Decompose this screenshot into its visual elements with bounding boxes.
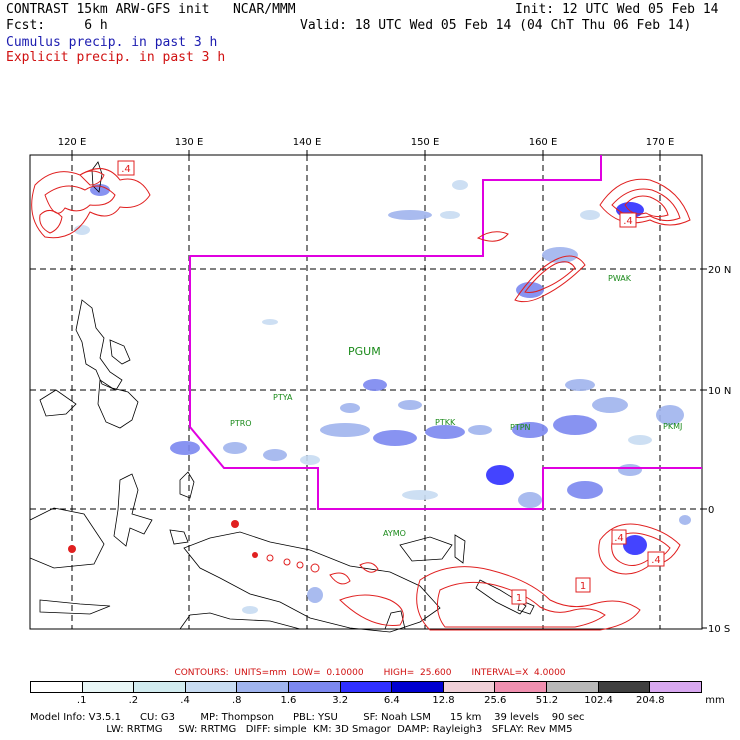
- precip-colorbar: [30, 681, 702, 693]
- colorbar-swatch: [289, 682, 341, 692]
- lat-label-10n: 10 N: [708, 386, 731, 397]
- station-ptpn: PTPN: [510, 423, 531, 432]
- colorbar-tick-label: .4: [180, 695, 190, 706]
- colorbar-swatch: [392, 682, 444, 692]
- contour-value-boxes: .4 .4 .4 1 1 .4: [117, 160, 665, 605]
- explicit-precip-dots: [68, 520, 258, 558]
- map-frame: [29, 154, 703, 630]
- colorbar-tick-label: 6.4: [383, 695, 400, 706]
- fir-boundary: [190, 155, 602, 257]
- forecast-hour: Fcst: 6 h: [6, 18, 108, 33]
- colorbar-tick-label: .1: [76, 695, 87, 706]
- colorbar-swatch: [31, 682, 83, 692]
- colorbar-tick-label: .2: [128, 695, 139, 706]
- lon-label-140: 140 E: [293, 137, 322, 148]
- cumulus-precip-label: Cumulus precip. in past 3 h: [6, 35, 218, 50]
- colorbar-swatch: [547, 682, 599, 692]
- explicit-precip-label: Explicit precip. in past 3 h: [6, 50, 226, 65]
- colorbar-swatch: [185, 682, 238, 692]
- lat-label-0: 0: [708, 505, 714, 516]
- lon-label-130: 130 E: [175, 137, 204, 148]
- contours-info: CONTOURS: UNITS=mm LOW= 0.10000 HIGH= 25…: [174, 668, 566, 678]
- lat-label-20n: 20 N: [708, 265, 731, 276]
- lon-label-170: 170 E: [646, 137, 675, 148]
- station-ptkk: PTKK: [435, 418, 456, 427]
- station-pgum: PGUM: [348, 345, 381, 358]
- station-ptro: PTRO: [230, 419, 252, 428]
- colorbar-swatch: [82, 682, 135, 692]
- model-info-line1: Model Info: V3.5.1 CU: G3 MP: Thompson P…: [30, 712, 585, 723]
- colorbar-unit: mm: [705, 695, 725, 706]
- contour-box-label: 1: [516, 593, 522, 604]
- colorbar-tick-label: 25.6: [484, 695, 507, 706]
- contour-box-label: .4: [614, 533, 624, 544]
- colorbar-swatch: [340, 682, 393, 692]
- init-time: Init: 12 UTC Wed 05 Feb 14: [515, 2, 719, 17]
- contour-box-label: 1: [580, 581, 586, 592]
- lon-label-150: 150 E: [411, 137, 440, 148]
- lat-label-10s: 10 S: [708, 624, 730, 635]
- contour-box-label: .4: [121, 164, 131, 175]
- colorbar-tick-label: 12.8: [432, 695, 455, 706]
- colorbar-swatch: [495, 682, 548, 692]
- colorbar-tick-label: 1.6: [280, 695, 297, 706]
- model-info-line2: LW: RRTMG SW: RRTMG DIFF: simple KM: 3D …: [30, 724, 573, 735]
- station-pwak: PWAK: [608, 274, 632, 283]
- station-aymo: AYMO: [383, 529, 406, 538]
- colorbar-swatch: [650, 682, 701, 692]
- lon-label-160: 160 E: [529, 137, 558, 148]
- valid-time: Valid: 18 UTC Wed 05 Feb 14 (04 ChT Thu …: [300, 18, 692, 33]
- coastlines: [29, 161, 535, 633]
- colorbar-tick-label: 102.4: [584, 695, 613, 706]
- colorbar-tick-label: .8: [231, 695, 242, 706]
- colorbar-tick-label: 204.8: [635, 695, 665, 706]
- cumulus-precip-areas: [74, 180, 691, 614]
- colorbar-swatch: [443, 682, 496, 692]
- colorbar-swatch: [598, 682, 651, 692]
- station-labels: PGUM PTYA PTRO PTKK PTPN PWAK PKMJ AYMO: [230, 274, 682, 538]
- colorbar-tick-label: 3.2: [332, 695, 349, 706]
- lon-label-120: 120 E: [58, 137, 87, 148]
- model-title: CONTRAST 15km ARW-GFS init NCAR/MMM: [6, 2, 296, 17]
- station-ptya: PTYA: [273, 393, 293, 402]
- station-pkmj: PKMJ: [663, 422, 682, 431]
- contour-box-label: .4: [651, 555, 661, 566]
- colorbar-swatch: [237, 682, 290, 692]
- colorbar-tick-label: 51.2: [535, 695, 559, 706]
- contour-box-label: .4: [623, 216, 633, 227]
- colorbar-swatch: [134, 682, 186, 692]
